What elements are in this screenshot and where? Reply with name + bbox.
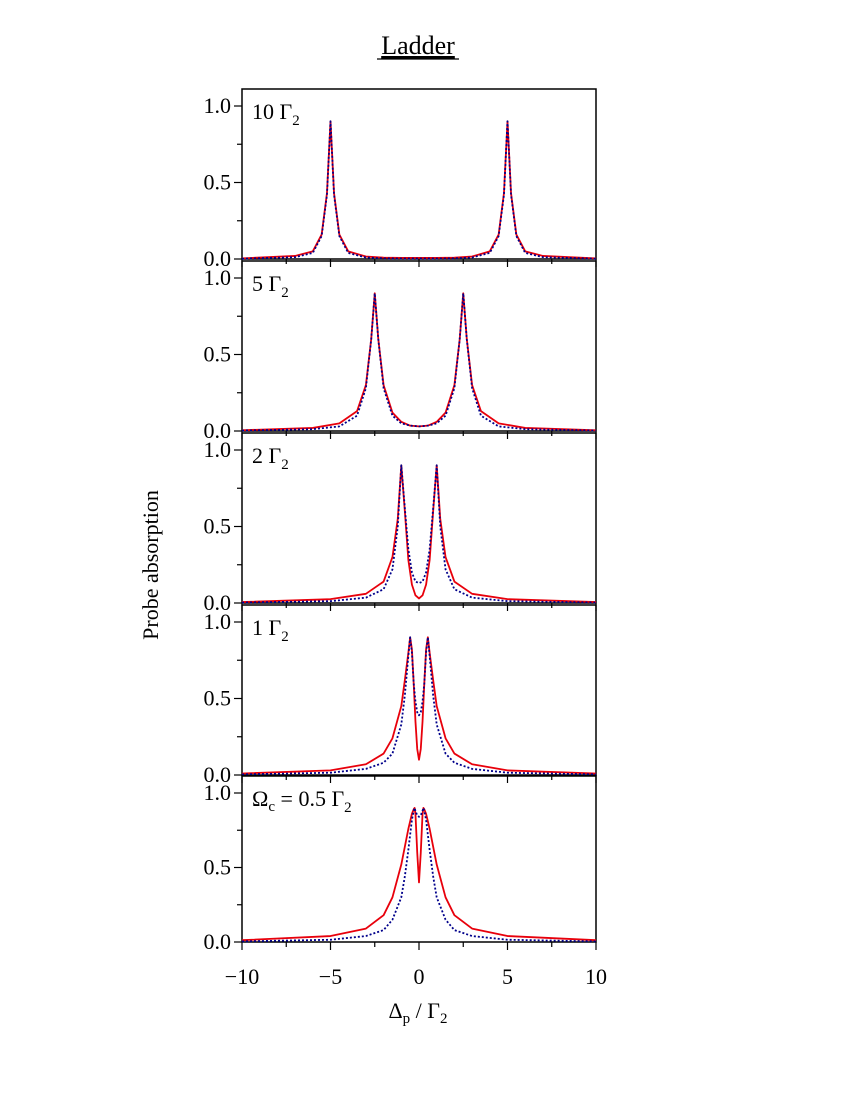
y-tick-label: 0.0: [204, 762, 232, 787]
x-axis-label-delta: Δ: [389, 998, 403, 1023]
series-line-2: [241, 120, 597, 260]
series-line-2: [241, 292, 597, 432]
panel-3: 0.0 0.5 1.0 2 Γ2: [204, 432, 597, 615]
y-tick-label: 0.5: [204, 686, 232, 711]
x-axis-label: Δp / Γ2: [389, 998, 448, 1027]
chart-title: Ladder: [381, 31, 455, 60]
y-tick-label: 1.0: [204, 437, 232, 462]
y-tick-label: 0.0: [204, 929, 232, 954]
panel-frame: [241, 260, 597, 432]
y-tick-label: 1.0: [204, 93, 232, 118]
x-axis-label-rest: / Γ: [410, 998, 440, 1023]
x-axis-label-sub: p: [403, 1011, 411, 1027]
x-axis-label-sub2: 2: [440, 1011, 448, 1027]
y-axis-label: Probe absorption: [138, 490, 163, 640]
y-tick-label: 1.0: [204, 265, 232, 290]
y-tick-label: 0.5: [204, 855, 232, 880]
series-line-2: [241, 636, 597, 776]
panel-frame: [241, 604, 597, 776]
panel-2: 0.0 0.5 1.0 5 Γ2: [204, 260, 597, 443]
panel-1: 0.0 0.5 1.0 10 Γ2: [204, 88, 597, 271]
panel-label: Ωc = 0.5 Γ2: [252, 786, 352, 816]
y-tick-label: 0.0: [204, 246, 232, 271]
series-line-1: [241, 120, 597, 260]
y-tick-label: 1.0: [204, 609, 232, 634]
y-tick-label: 0.0: [204, 418, 232, 443]
panel-frame: [241, 432, 597, 604]
panel-label: 1 Γ2: [252, 615, 289, 645]
y-tick-label: 0.5: [204, 170, 232, 195]
panel-5: 0.0 0.5 1.0 Ωc = 0.5 Γ2: [204, 775, 597, 954]
x-tick-labels: −10 −5 0 5 10: [225, 964, 607, 989]
x-tick-label: 5: [502, 964, 513, 989]
x-tick-label: 0: [414, 964, 425, 989]
panel-label: 10 Γ2: [252, 99, 300, 129]
panel-label: 5 Γ2: [252, 271, 289, 301]
y-tick-label: 0.5: [204, 514, 232, 539]
series-line-1: [241, 636, 597, 775]
series-line-1: [241, 807, 597, 942]
x-tick-label: 10: [585, 964, 607, 989]
x-tick-label: −10: [225, 964, 259, 989]
panel-label: 2 Γ2: [252, 443, 289, 473]
panels-group: 0.0 0.5 1.0 10 Γ2 0.0 0.5 1.0 5 Γ2 0.0 0.5 1.0 2 Γ2…: [204, 88, 597, 954]
y-tick-label: 0.5: [204, 342, 232, 367]
series-line-1: [241, 292, 597, 432]
y-tick-label: 1.0: [204, 780, 232, 805]
x-tick-label: −5: [319, 964, 342, 989]
panel-4: 0.0 0.5 1.0 1 Γ2: [204, 604, 597, 787]
series-line-2: [241, 464, 597, 604]
series-line-1: [241, 464, 597, 603]
series-line-2: [241, 807, 597, 943]
y-tick-label: 0.0: [204, 590, 232, 615]
